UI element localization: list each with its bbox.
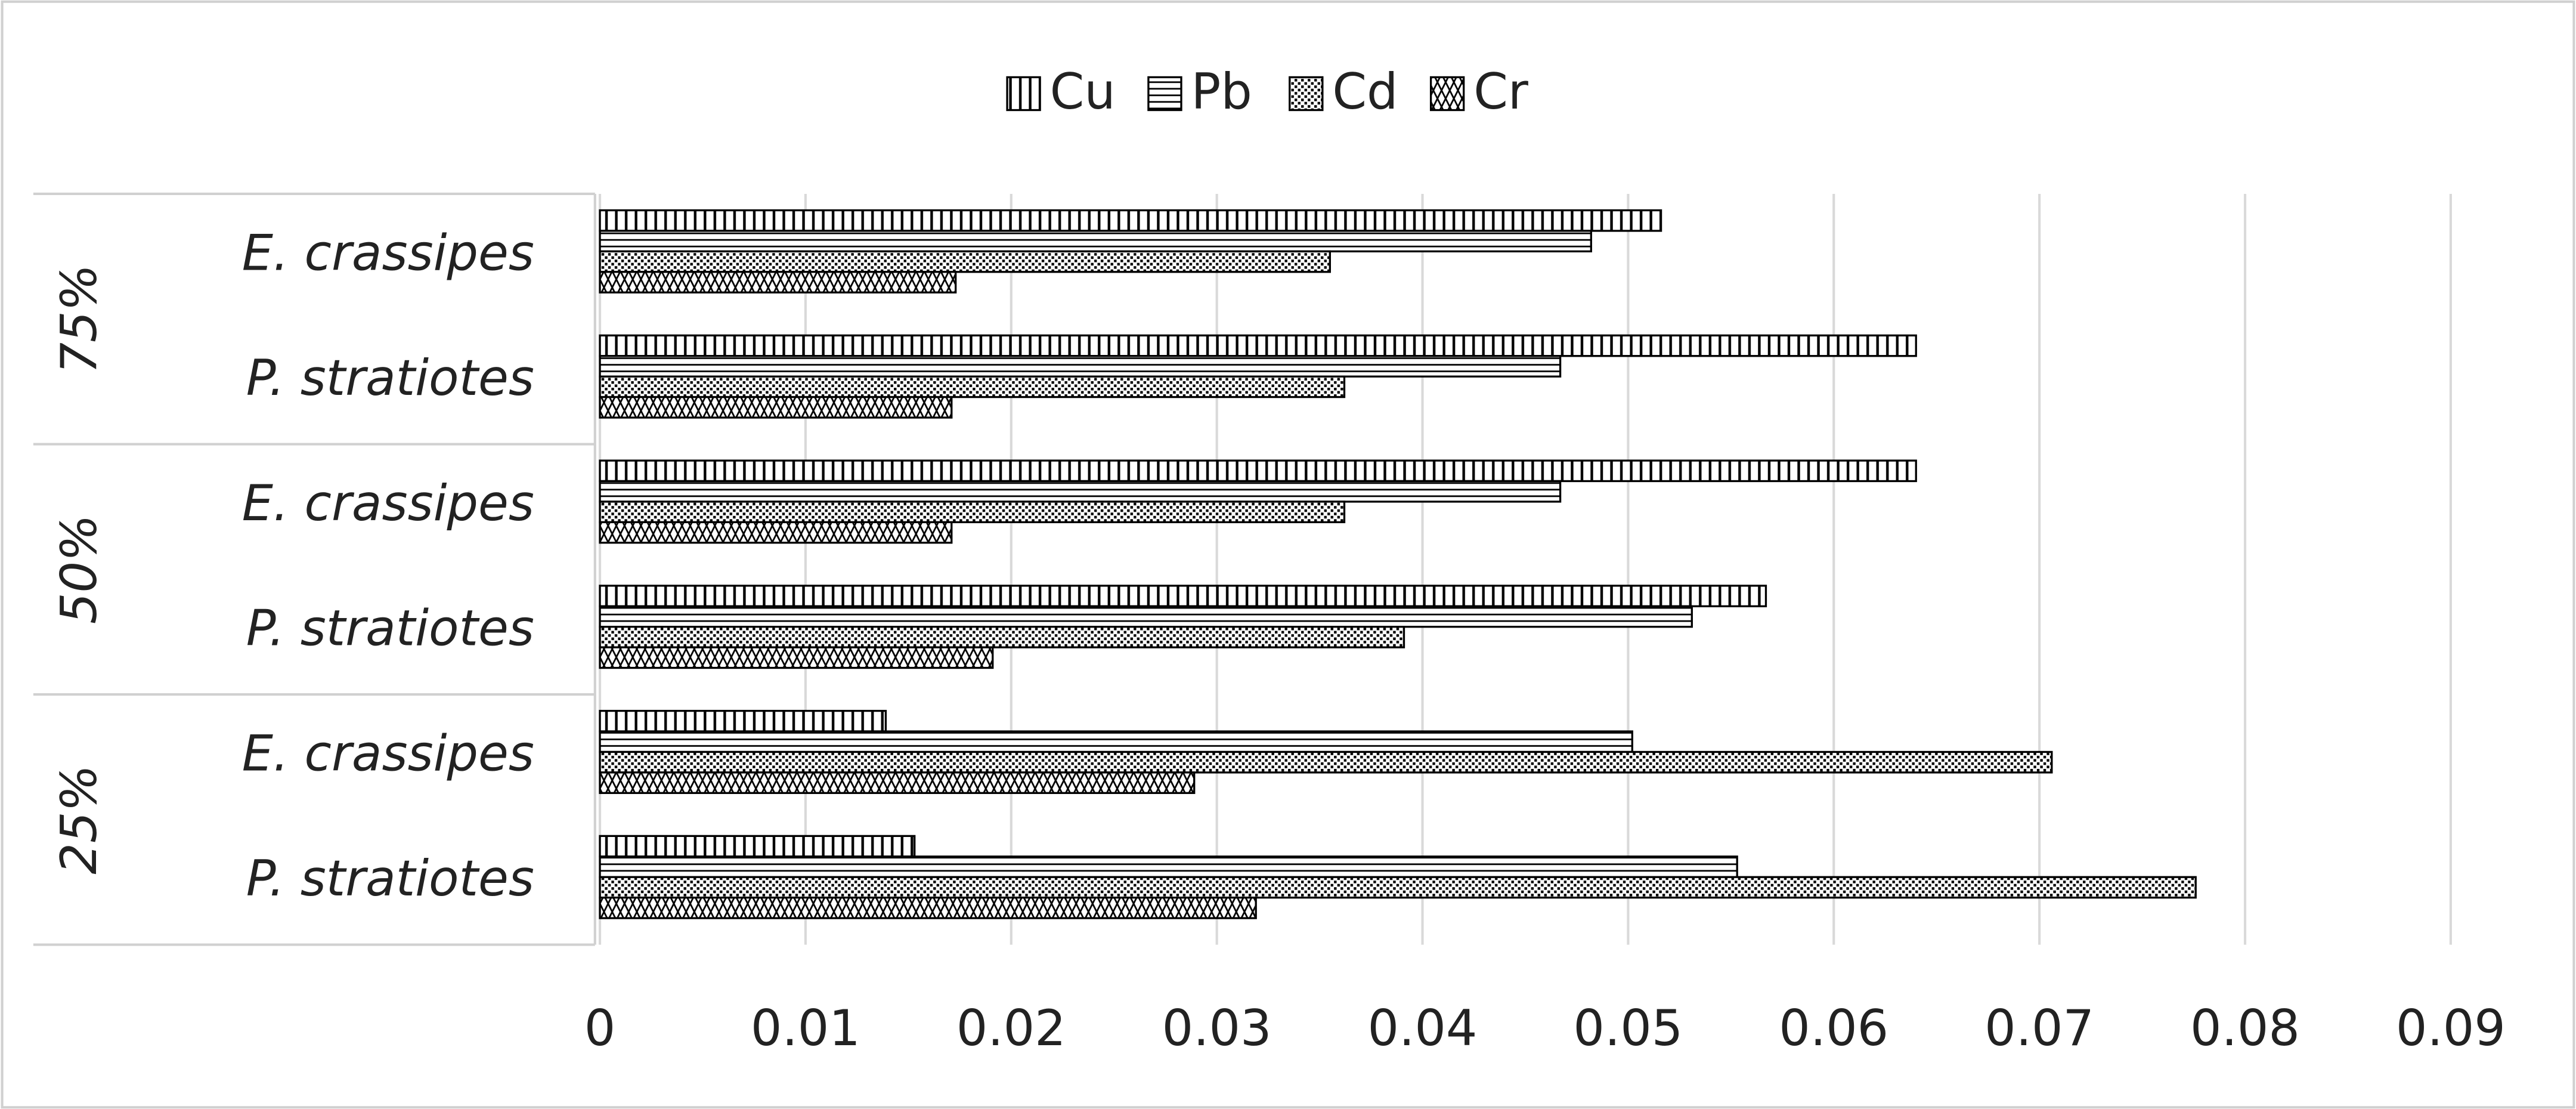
labels: 0 0.01 0.02 0.03 0.04 0.05 0.06 0.07 0.08 0.09 75%… [51, 224, 2506, 1057]
bar [599, 334, 1917, 357]
bar [599, 835, 916, 858]
bar [599, 271, 957, 294]
category-table [33, 192, 596, 946]
x-tick-label: 0.09 [2396, 1000, 2506, 1057]
bar [599, 730, 1633, 753]
y-tick-label: E. crassipes [242, 725, 534, 782]
x-tick-label: 0 [584, 1000, 616, 1057]
bar [599, 355, 1562, 378]
grid [598, 193, 2452, 945]
x-tick-label: 0.07 [1984, 1000, 2094, 1057]
x-tick-label: 0.08 [2190, 1000, 2300, 1057]
bar [599, 646, 994, 669]
bar [599, 771, 1196, 794]
bar [599, 750, 2053, 774]
bar [599, 626, 1405, 648]
y-tick-label: P. stratiotes [246, 600, 534, 657]
legend-label: Cr [1473, 63, 1528, 121]
y-tick-label: E. crassipes [242, 224, 534, 282]
bar [599, 250, 1331, 273]
bar [599, 209, 1662, 232]
legend-label: Pb [1191, 63, 1252, 121]
bar [599, 480, 1562, 503]
x-tick-label: 0.05 [1573, 1000, 1683, 1057]
bar [599, 585, 1767, 607]
group-label: 50% [51, 514, 108, 624]
legend-label: Cu [1050, 63, 1116, 121]
bar [599, 605, 1693, 628]
bar [599, 855, 1738, 878]
bar [599, 375, 1346, 399]
y-tick-label: E. crassipes [242, 475, 534, 532]
y-tick-label: P. stratiotes [246, 850, 534, 907]
group-label: 25% [51, 765, 108, 875]
x-tick-label: 0.01 [751, 1000, 860, 1057]
legend-swatch [1429, 76, 1465, 112]
x-tick-label: 0.03 [1162, 1000, 1272, 1057]
x-tick-label: 0.04 [1368, 1000, 1478, 1057]
bar [599, 501, 1346, 523]
legend-swatch [1006, 76, 1041, 112]
bars [599, 209, 2197, 919]
x-tick-label: 0.02 [956, 1000, 1066, 1057]
legend: Cu Pb Cd Cr [1006, 63, 1528, 121]
bar [599, 876, 2197, 899]
legend-label: Cd [1332, 63, 1398, 121]
bar [599, 521, 953, 544]
bar [599, 896, 1257, 919]
group-label: 75% [51, 264, 108, 374]
legend-swatch [1289, 76, 1324, 112]
bar [599, 709, 887, 733]
x-tick-label: 0.06 [1779, 1000, 1888, 1057]
bar [599, 459, 1917, 483]
bar [599, 230, 1592, 253]
bar [599, 396, 953, 419]
y-tick-label: P. stratiotes [246, 350, 534, 407]
legend-swatch [1147, 76, 1182, 112]
